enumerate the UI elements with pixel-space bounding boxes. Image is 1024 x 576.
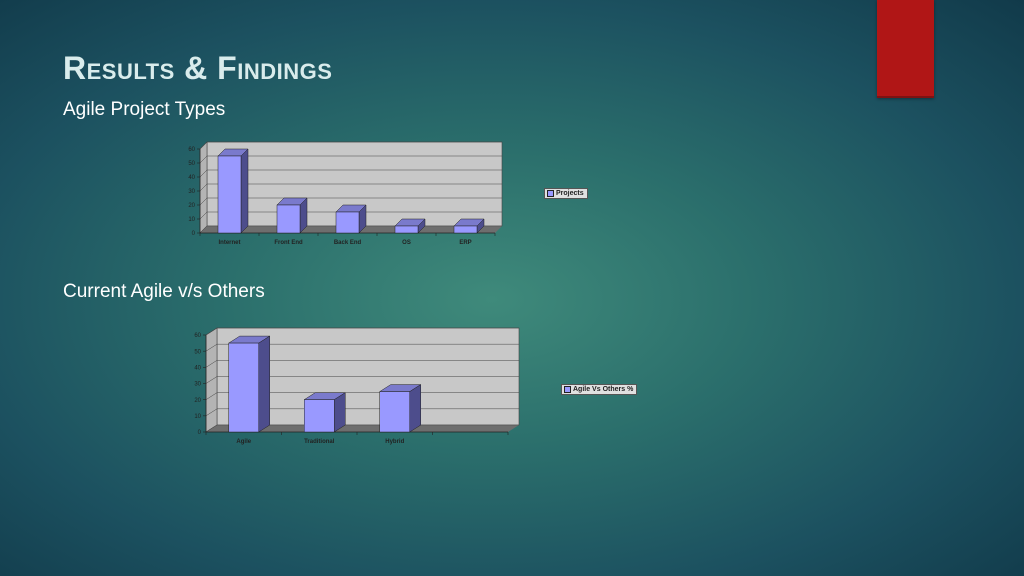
gridline — [205, 408, 218, 417]
bar-front — [335, 211, 360, 234]
bar — [303, 392, 347, 433]
gridline — [205, 343, 218, 352]
bar-side — [258, 335, 270, 433]
y-tick-label: 60 — [194, 333, 201, 339]
bar-side — [409, 384, 421, 433]
y-tick-label: 60 — [188, 147, 195, 153]
bar — [276, 197, 308, 234]
gridline — [205, 327, 218, 336]
chart-agile-project-types: 0 10 20 30 40 50 60 Internet Front End Back End OS… — [188, 141, 503, 246]
bar-front — [276, 204, 301, 234]
gridline — [205, 376, 218, 384]
bar — [227, 335, 271, 433]
legend-label: Projects — [556, 190, 584, 197]
x-tick-label: Internet — [218, 240, 240, 246]
gridline — [205, 360, 218, 368]
legend-swatch — [547, 190, 554, 197]
bar-side — [240, 148, 249, 234]
bar — [217, 148, 249, 234]
y-tick-label: 10 — [188, 217, 195, 223]
x-tick-label: Hybrid — [385, 439, 404, 445]
gridline — [199, 211, 208, 220]
x-tick-label: OS — [402, 240, 411, 246]
y-tick-label: 30 — [188, 189, 195, 195]
bar — [378, 384, 422, 433]
red-accent-block — [877, 0, 934, 98]
x-tick-label: Agile — [236, 439, 251, 445]
chart-legend: Agile Vs Others % — [561, 384, 638, 395]
gridline — [199, 169, 208, 178]
bar-front — [379, 391, 410, 433]
legend-label: Agile Vs Others % — [573, 386, 634, 393]
gridline — [205, 424, 218, 433]
y-tick-label: 20 — [188, 203, 195, 209]
y-tick-label: 50 — [188, 161, 195, 167]
gridline — [205, 392, 218, 400]
chart-agile-vs-others: 0 10 20 30 40 50 60 Agile Traditional Hybrid — [194, 327, 520, 445]
y-tick-label: 10 — [194, 414, 201, 420]
gridline — [199, 141, 208, 150]
bar — [394, 218, 426, 234]
bar-front — [217, 155, 242, 234]
chart-floor — [206, 425, 519, 432]
bar — [453, 218, 485, 234]
gridline — [199, 183, 208, 192]
x-tick-label: Traditional — [304, 439, 335, 445]
bar-front — [394, 225, 419, 234]
y-tick-label: 0 — [198, 430, 202, 436]
section-subtitle-agile-vs-others: Current Agile v/s Others — [63, 281, 265, 302]
bar-front — [304, 399, 335, 433]
y-tick-label: 0 — [192, 231, 196, 237]
bar — [335, 204, 367, 234]
x-tick-label: Front End — [274, 240, 303, 246]
gridline — [199, 197, 208, 206]
bar-front — [453, 225, 478, 234]
y-tick-label: 40 — [194, 366, 201, 372]
y-tick-label: 50 — [194, 349, 201, 355]
y-tick-label: 30 — [194, 382, 201, 388]
bar-front — [228, 342, 259, 433]
y-tick-label: 20 — [194, 398, 201, 404]
y-tick-label: 40 — [188, 175, 195, 181]
legend-swatch — [564, 386, 571, 393]
x-tick-label: ERP — [459, 240, 471, 246]
bar-side — [334, 392, 346, 433]
gridline — [199, 225, 208, 234]
section-subtitle-project-types: Agile Project Types — [63, 99, 226, 120]
gridline — [199, 155, 208, 164]
x-tick-label: Back End — [334, 240, 362, 246]
chart-legend: Projects — [544, 188, 588, 199]
slide-title: Results & Findings — [63, 50, 333, 86]
